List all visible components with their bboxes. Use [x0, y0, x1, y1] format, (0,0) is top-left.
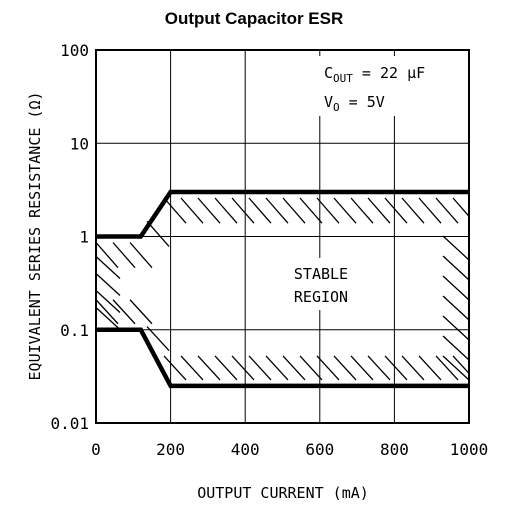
x-axis-label: OUTPUT CURRENT (mA) [197, 484, 369, 502]
hatch-line [180, 197, 204, 224]
cout-annotation: COUT = 22 μF [324, 64, 425, 85]
hatch-line [384, 355, 408, 381]
hatch-line [95, 307, 121, 330]
hatch-line [248, 355, 272, 381]
hatch-line [265, 197, 289, 224]
hatch-line [442, 355, 470, 381]
y-tick-label: 0.01 [50, 414, 89, 433]
hatch-line [163, 197, 187, 224]
plot-frame [95, 49, 470, 424]
x-tick-label: 1000 [450, 440, 489, 459]
hatch-line [452, 355, 470, 374]
hatch-line [442, 255, 470, 281]
annotation-box [318, 56, 466, 116]
hatch-line [214, 197, 238, 224]
hatch-line [367, 355, 391, 381]
hatch-line [282, 355, 306, 381]
y-axis-label: EQUIVALENT SERIES RESISTANCE (Ω) [26, 92, 44, 381]
hatch-line [129, 299, 153, 325]
hatch-line [95, 256, 121, 279]
x-tick-label: 0 [91, 440, 101, 459]
hatch-line [163, 355, 187, 381]
hatch-line [265, 355, 289, 381]
hatch-line [367, 197, 391, 224]
vo-annotation: VO = 5V [324, 93, 385, 114]
hatch-line [95, 273, 121, 296]
region-label-bg [276, 258, 366, 310]
y-tick-label: 0.1 [60, 321, 89, 340]
hatch-marks [95, 197, 470, 381]
hatch-line [112, 299, 136, 325]
hatch-line [197, 197, 221, 224]
region-label-line1: STABLE [294, 265, 348, 283]
hatch-line [435, 197, 459, 224]
hatch-line [95, 290, 121, 313]
hatch-line [316, 355, 340, 381]
hatch-line [442, 315, 470, 341]
hatch-line [442, 295, 470, 321]
hatch-line [112, 242, 136, 269]
hatch-line [442, 235, 470, 261]
hatch-line [299, 197, 323, 224]
hatch-line [442, 335, 470, 361]
hatch-line [95, 299, 119, 325]
hatch-line [129, 242, 153, 269]
hatch-line [435, 355, 459, 381]
y-tick-label: 1 [79, 228, 89, 247]
series-lines [96, 189, 469, 389]
lower-esr-boundary [96, 327, 469, 389]
hatch-line [95, 242, 119, 269]
y-tick-labels: 0.01 0.1 1 10 100 [50, 41, 89, 433]
hatch-line [401, 355, 425, 381]
y-tick-label: 10 [70, 134, 89, 153]
hatch-line [316, 197, 340, 224]
hatch-line [282, 197, 306, 224]
hatch-line [146, 326, 170, 351]
upper-esr-boundary [96, 189, 469, 239]
hatch-line [248, 197, 272, 224]
hatch-line [384, 197, 408, 224]
hatch-line [333, 197, 357, 224]
hatch-line [442, 275, 470, 301]
hatch-line [180, 355, 204, 381]
hatch-line [214, 355, 238, 381]
region-label-line2: REGION [294, 288, 348, 306]
hatch-line [197, 355, 221, 381]
hatch-line [452, 197, 470, 217]
x-tick-label: 400 [231, 440, 260, 459]
hatch-line [350, 355, 374, 381]
x-tick-label: 200 [156, 440, 185, 459]
y-tick-label: 100 [60, 41, 89, 60]
hatch-line [299, 355, 323, 381]
x-tick-labels: 0 200 400 600 800 1000 [91, 440, 488, 459]
hatch-line [401, 197, 425, 224]
x-tick-label: 600 [305, 440, 334, 459]
hatch-line [418, 355, 442, 381]
hatch-line [231, 355, 255, 381]
chart-title: Output Capacitor ESR [165, 9, 344, 28]
hatch-line [333, 355, 357, 381]
hatch-line [418, 197, 442, 224]
x-tick-label: 800 [380, 440, 409, 459]
hatch-line [350, 197, 374, 224]
hatch-line [231, 197, 255, 224]
